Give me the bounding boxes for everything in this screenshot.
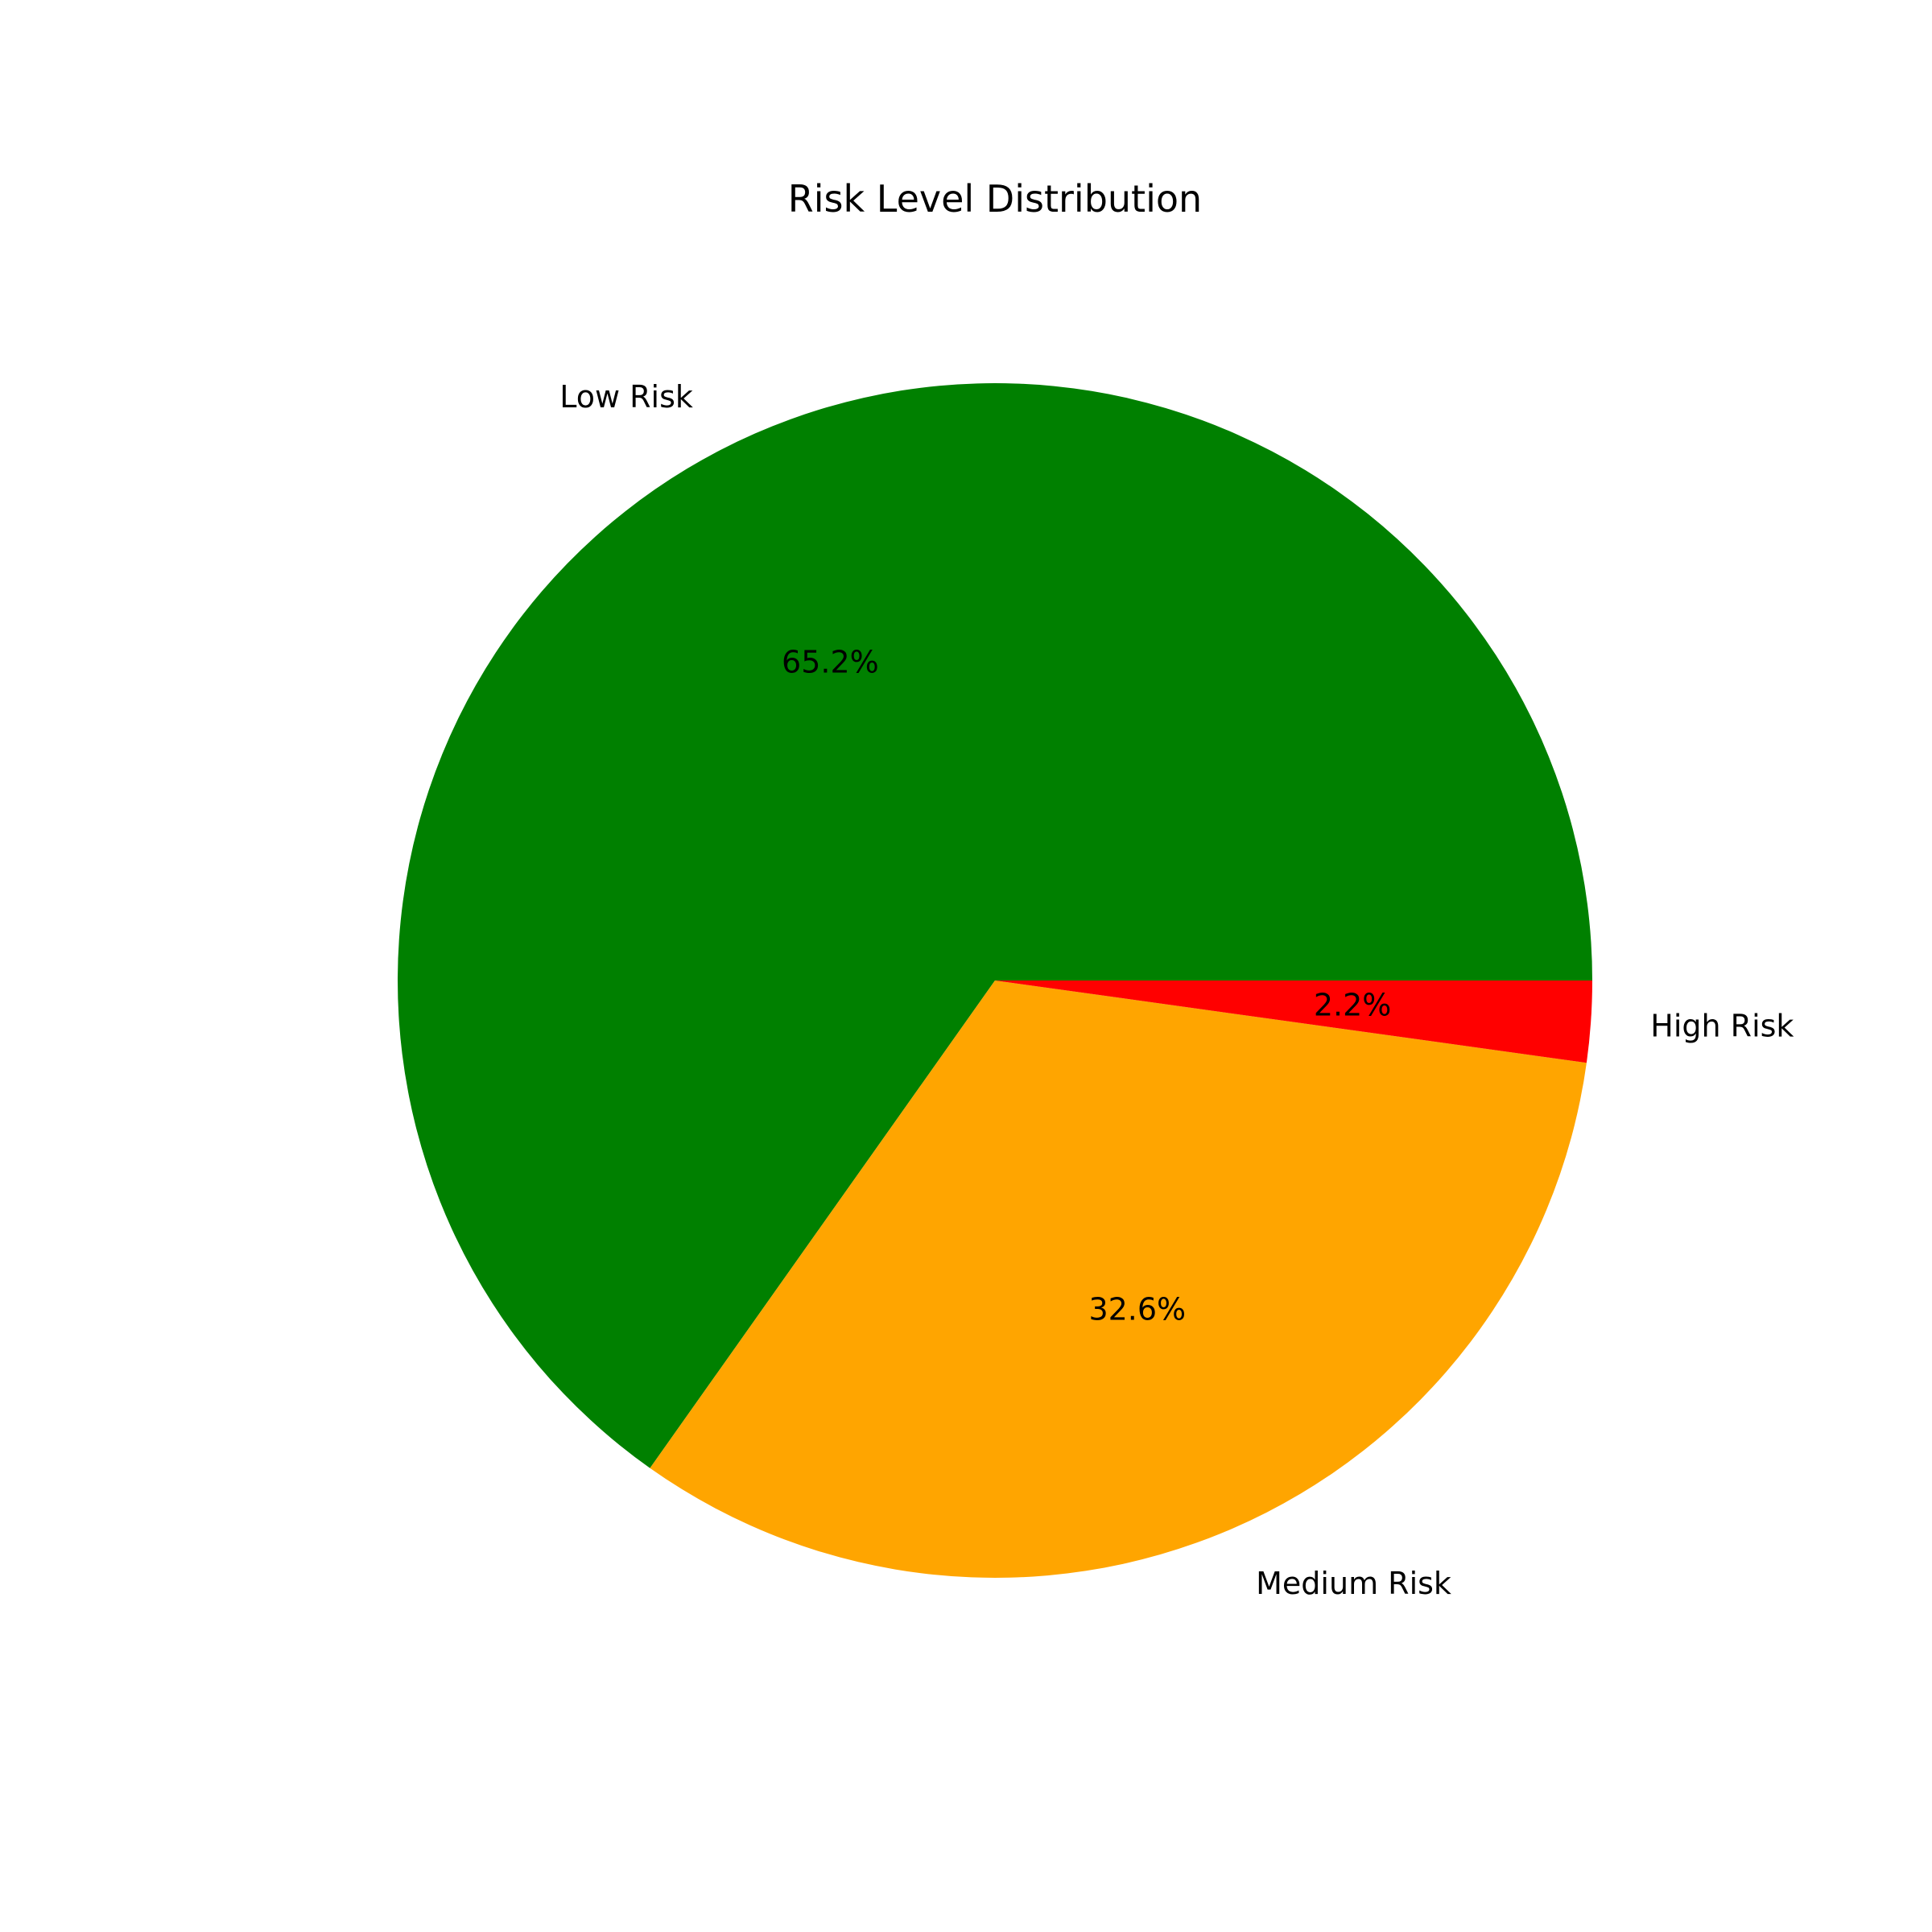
pie-slices — [398, 383, 1592, 1578]
pie-slice-low-risk — [398, 383, 1592, 1468]
slice-label: High Risk — [1650, 1008, 1794, 1043]
slice-label: Low Risk — [559, 379, 693, 415]
pie-slice-high-risk — [995, 980, 1592, 1063]
chart-title: Risk Level Distribution — [788, 177, 1202, 221]
slice-percent-label: 32.6% — [1088, 1292, 1186, 1327]
slice-label: Medium Risk — [1256, 1566, 1451, 1601]
slice-percent-label: 65.2% — [782, 645, 879, 680]
slice-percent-label: 2.2% — [1314, 988, 1392, 1023]
pie-slice-medium-risk — [650, 980, 1587, 1578]
pie-labels: Low Risk 65.2% Medium Risk 32.6% High Risk 2.… — [559, 379, 1794, 1601]
